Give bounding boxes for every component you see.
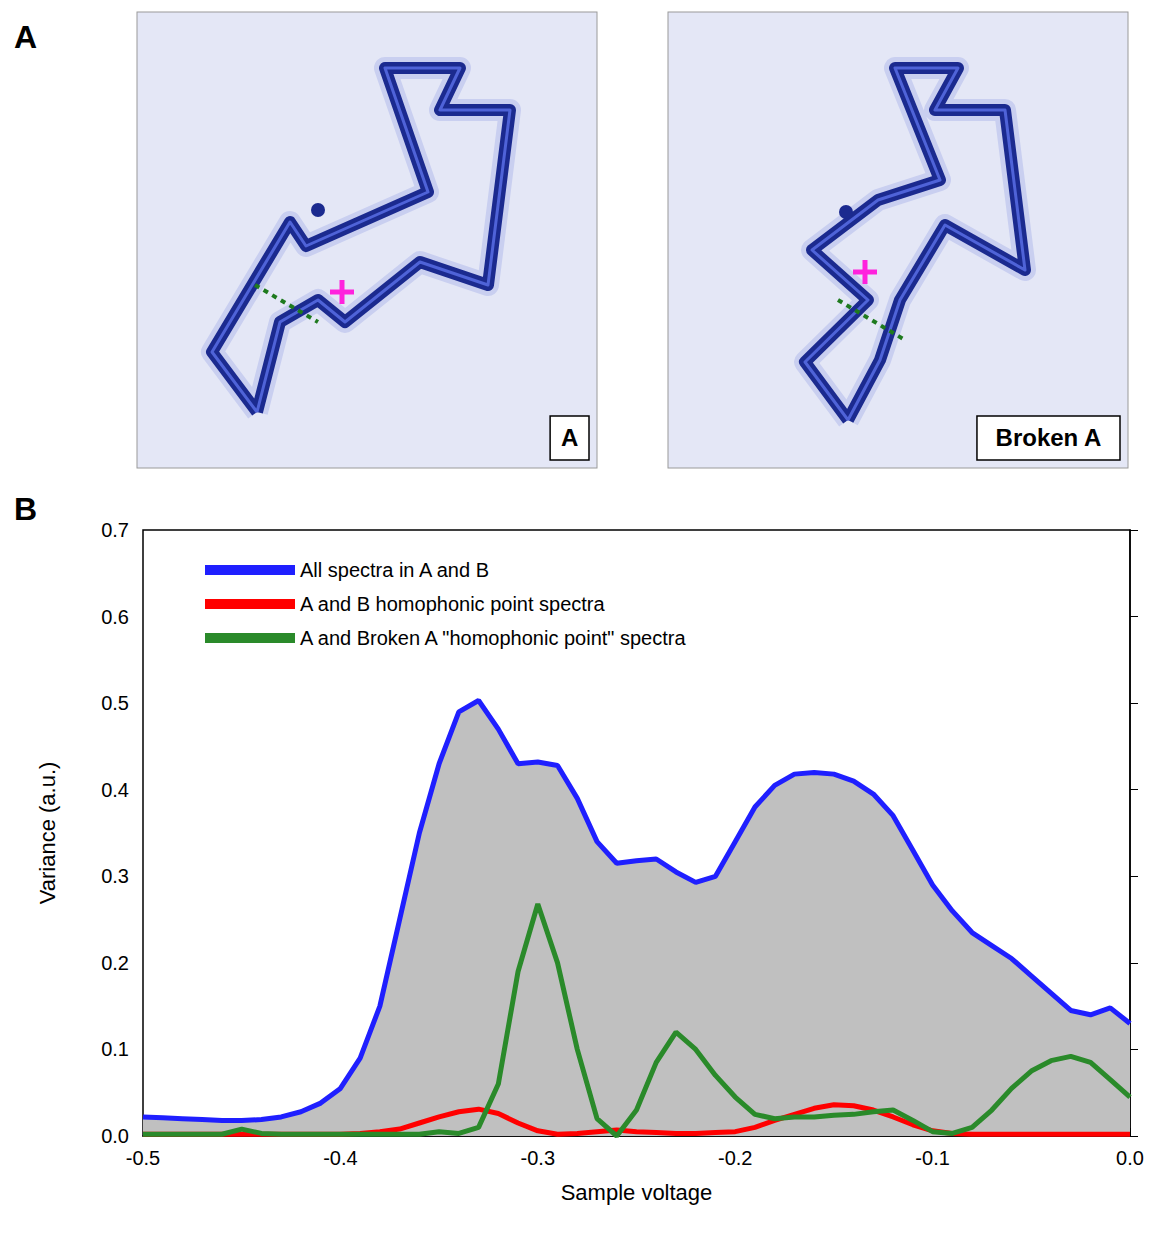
svg-text:B: B — [14, 491, 37, 527]
svg-text:-0.4: -0.4 — [323, 1147, 357, 1169]
svg-text:All spectra in A and B: All spectra in A and B — [300, 559, 489, 581]
svg-text:-0.3: -0.3 — [521, 1147, 555, 1169]
svg-text:0.0: 0.0 — [1116, 1147, 1144, 1169]
svg-text:0.3: 0.3 — [101, 865, 129, 887]
svg-text:Sample voltage: Sample voltage — [561, 1180, 713, 1205]
svg-text:0.2: 0.2 — [101, 952, 129, 974]
svg-text:A: A — [561, 424, 578, 451]
svg-text:A: A — [14, 19, 37, 55]
svg-text:0.1: 0.1 — [101, 1038, 129, 1060]
svg-text:-0.5: -0.5 — [126, 1147, 160, 1169]
svg-text:0.7: 0.7 — [101, 519, 129, 541]
svg-text:Variance (a.u.): Variance (a.u.) — [35, 762, 60, 905]
svg-text:Broken A: Broken A — [996, 424, 1102, 451]
svg-text:A and B homophonic point spect: A and B homophonic point spectra — [300, 593, 606, 615]
svg-text:0.0: 0.0 — [101, 1125, 129, 1147]
svg-text:-0.1: -0.1 — [915, 1147, 949, 1169]
svg-text:0.6: 0.6 — [101, 606, 129, 628]
svg-text:-0.2: -0.2 — [718, 1147, 752, 1169]
svg-text:0.4: 0.4 — [101, 779, 129, 801]
svg-text:A and Broken A "homophonic poi: A and Broken A "homophonic point" spectr… — [300, 627, 686, 649]
svg-text:0.5: 0.5 — [101, 692, 129, 714]
